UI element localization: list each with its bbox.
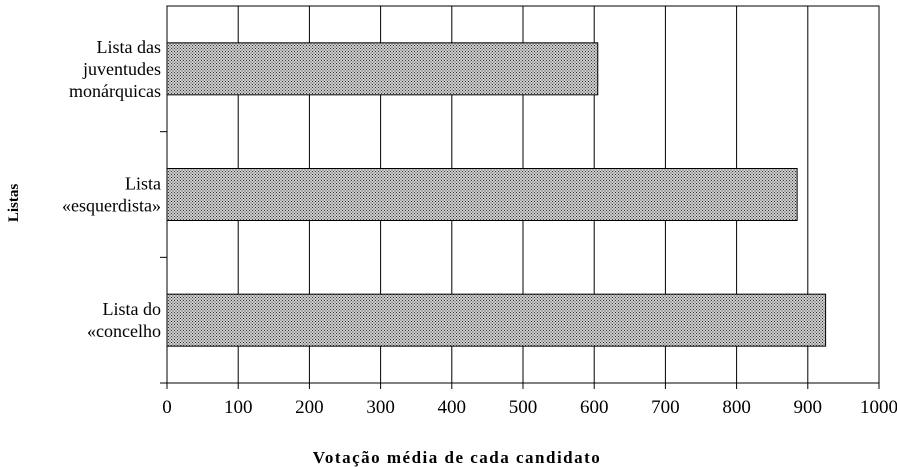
x-tick-label: 400 xyxy=(438,397,467,418)
plot-frame xyxy=(166,5,880,384)
category-labels: Lista das juventudes monárquicas Lista «esqu… xyxy=(62,37,161,341)
category-label-line: juventudes xyxy=(82,59,161,79)
x-tick-label: 300 xyxy=(366,397,395,418)
x-tick-label: 0 xyxy=(162,397,172,418)
x-tick-label: 600 xyxy=(580,397,609,418)
category-label-line: «esquerdista» xyxy=(62,196,161,216)
x-tick-label: 1000 xyxy=(860,397,897,418)
category-label-line: Lista xyxy=(125,174,161,194)
category-label: Lista «esquerdista» xyxy=(62,174,161,216)
bar xyxy=(166,42,599,96)
category-label-line: Lista do xyxy=(103,299,162,319)
axes-group xyxy=(160,5,880,389)
x-tick-label: 900 xyxy=(794,397,823,418)
bars-group xyxy=(166,42,827,347)
x-tick-label: 800 xyxy=(722,397,751,418)
x-tick-label: 100 xyxy=(224,397,253,418)
y-axis-title: Listas xyxy=(6,184,22,223)
x-tick-label: 700 xyxy=(651,397,680,418)
bar xyxy=(166,293,827,347)
category-label-line: «concelho xyxy=(87,321,161,341)
bar xyxy=(166,168,798,221)
x-tick-label: 500 xyxy=(509,397,538,418)
x-tick-labels: 0 100 200 300 400 500 600 700 800 900 1000 xyxy=(162,397,897,418)
category-label: Lista das juventudes monárquicas xyxy=(69,37,161,101)
x-axis-title: Votação média de cada candidato xyxy=(313,448,602,467)
category-label: Lista do «concelho xyxy=(87,299,161,341)
category-label-line: Lista das xyxy=(97,37,162,57)
category-label-line: monárquicas xyxy=(69,81,161,101)
x-tick-label: 200 xyxy=(295,397,324,418)
